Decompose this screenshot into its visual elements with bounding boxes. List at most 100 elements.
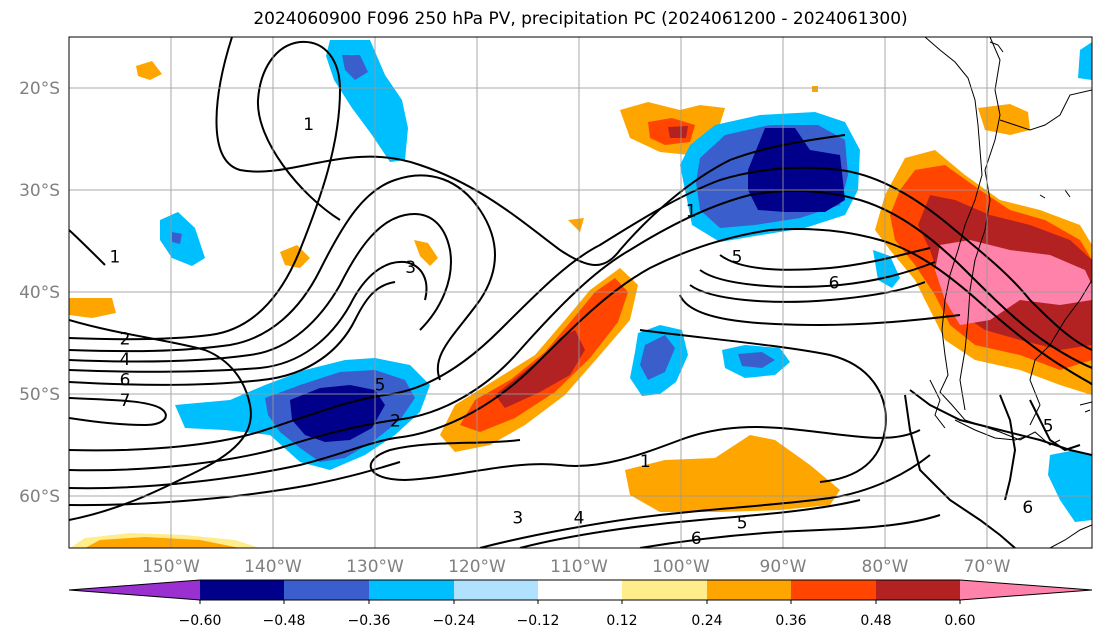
pv-contour-2 bbox=[69, 40, 342, 341]
pv-contour-south bbox=[479, 454, 931, 548]
precip-positive-patch bbox=[85, 537, 240, 548]
pv-contour-1 bbox=[69, 319, 252, 521]
precip-positive-patch bbox=[668, 126, 688, 138]
latitude-label: 20°S bbox=[19, 79, 60, 99]
colorbar-tick-label: −0.12 bbox=[517, 613, 560, 629]
antarctic-peninsula-coast bbox=[1049, 524, 1092, 548]
longitude-axis-labels: 150°W 140°W 130°W 120°W 110°W 100°W 90°W… bbox=[142, 557, 1011, 577]
colorbar-segment bbox=[622, 580, 707, 600]
pv-contour-label: 6 bbox=[829, 273, 840, 293]
longitude-label: 150°W bbox=[142, 557, 200, 577]
pv-contour-south bbox=[639, 514, 941, 548]
pv-contour-label: 2 bbox=[390, 411, 401, 431]
precip-positive-patch bbox=[414, 240, 438, 266]
pv-contour-label: 4 bbox=[120, 350, 131, 370]
colorbar bbox=[68, 579, 1093, 604]
pv-contour-label: 1 bbox=[686, 202, 697, 222]
pv-contour-1 bbox=[215, 37, 846, 266]
colorbar-segment bbox=[876, 580, 960, 600]
pv-contour-label: 6 bbox=[691, 529, 702, 549]
longitude-label: 110°W bbox=[550, 557, 608, 577]
pv-contour-wave bbox=[69, 166, 1092, 452]
longitude-label: 130°W bbox=[346, 557, 404, 577]
longitude-label: 120°W bbox=[448, 557, 506, 577]
pv-contour-label: 6 bbox=[1022, 498, 1033, 518]
pv-contour-label: 2 bbox=[120, 329, 131, 349]
precip-negative-patch bbox=[342, 55, 368, 80]
longitude-label: 70°W bbox=[964, 557, 1011, 577]
colorbar-tick-label: 0.24 bbox=[691, 613, 722, 629]
pv-contour-south bbox=[519, 499, 861, 548]
colorbar-tick-label: 0.60 bbox=[944, 613, 975, 629]
precip-negative-patch bbox=[172, 232, 182, 244]
pv-contour-label: 4 bbox=[574, 508, 585, 528]
colorbar-segment bbox=[791, 580, 876, 600]
precipitation-shading bbox=[69, 40, 1092, 548]
pv-contour-south-east bbox=[909, 389, 1092, 456]
precip-negative-patch bbox=[1048, 450, 1092, 522]
latitude-axis-labels: 20°S 30°S 40°S 50°S 60°S bbox=[19, 79, 60, 507]
pv-contour-1 bbox=[369, 426, 921, 482]
pv-contour-label: 5 bbox=[737, 513, 748, 533]
colorbar-segment bbox=[454, 580, 538, 600]
colorbar-segment bbox=[707, 580, 791, 600]
precip-positive-patch bbox=[280, 245, 310, 268]
latitude-label: 50°S bbox=[19, 385, 60, 405]
pv-contour-wave bbox=[69, 189, 1092, 472]
latitude-label: 40°S bbox=[19, 283, 60, 303]
pv-contour-label: 3 bbox=[512, 508, 523, 528]
precip-negative-patch bbox=[640, 335, 675, 380]
colorbar-tick-label: 0.36 bbox=[775, 613, 806, 629]
pv-contour-5 bbox=[69, 260, 428, 373]
longitude-label: 140°W bbox=[244, 557, 302, 577]
longitude-label: 100°W bbox=[652, 557, 710, 577]
colorbar-segment bbox=[960, 580, 1092, 600]
pv-contour-4 bbox=[69, 213, 452, 363]
precip-negative-patch bbox=[1078, 42, 1092, 80]
pv-contour-4 bbox=[689, 281, 926, 303]
north-coast-bits bbox=[989, 41, 1071, 199]
colorbar-segment bbox=[369, 580, 454, 600]
precip-positive-patch bbox=[495, 330, 585, 408]
tierra-del-fuego-coast bbox=[929, 379, 1029, 441]
longitude-label: 90°W bbox=[760, 557, 807, 577]
pv-contour-7 bbox=[69, 397, 167, 427]
colorbar-segment bbox=[538, 580, 622, 600]
pv-contour-label: 3 bbox=[405, 258, 416, 278]
colorbar-segment bbox=[284, 580, 369, 600]
longitude-label: 80°W bbox=[862, 557, 909, 577]
pv-contour-3 bbox=[69, 174, 496, 381]
pv-contour-5 bbox=[699, 261, 936, 288]
precip-positive-patch bbox=[625, 435, 840, 512]
pv-contour-label: 5 bbox=[1043, 416, 1054, 436]
pv-contour-south-east bbox=[999, 394, 1017, 501]
colorbar-tick-label: −0.60 bbox=[179, 613, 222, 629]
colorbar-tick-label: −0.24 bbox=[433, 613, 476, 629]
pv-contour-2 bbox=[639, 329, 887, 483]
precip-negative-patch bbox=[748, 128, 845, 212]
northern-border-line bbox=[999, 89, 1092, 131]
map-frame bbox=[68, 36, 1093, 549]
pv-contour-3 bbox=[679, 294, 961, 327]
pv-contour-label: 7 bbox=[120, 391, 131, 411]
colorbar-tick-labels: −0.60 −0.48 −0.36 −0.24 −0.12 0.12 0.24 … bbox=[179, 613, 976, 629]
colorbar-tick-label: 0.12 bbox=[606, 613, 637, 629]
precip-positive-patch bbox=[812, 86, 818, 92]
precip-positive-patch bbox=[978, 104, 1030, 135]
colorbar-tick-label: −0.48 bbox=[263, 613, 306, 629]
pv-contour-label: 1 bbox=[640, 452, 651, 472]
colorbar-tick-label: 0.48 bbox=[860, 613, 891, 629]
pv-contour-6 bbox=[69, 281, 396, 386]
precip-positive-patch bbox=[136, 61, 162, 80]
pv-contour-6 bbox=[719, 247, 931, 271]
pv-contour-label: 5 bbox=[375, 375, 386, 395]
precip-positive-patch bbox=[69, 298, 116, 318]
pv-contour-label: 6 bbox=[120, 370, 131, 390]
precip-positive-patch bbox=[568, 218, 584, 232]
colorbar-segment bbox=[69, 580, 200, 600]
colorbar-segment bbox=[200, 580, 284, 600]
falklands-coast bbox=[1079, 401, 1092, 413]
pv-contour-south-east bbox=[1029, 399, 1081, 452]
precip-negative-patch bbox=[738, 352, 775, 368]
pv-contour-wave bbox=[69, 461, 401, 507]
